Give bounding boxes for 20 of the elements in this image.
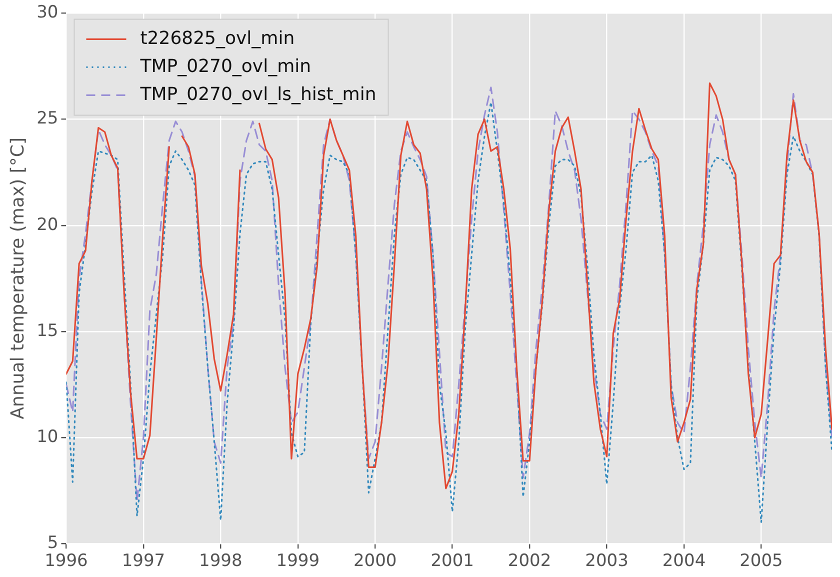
- legend-label: TMP_0270_ovl_min: [139, 56, 312, 77]
- x-tick-label: 1998: [199, 551, 242, 572]
- x-tick-label: 2005: [740, 551, 783, 572]
- x-tick-label: 1997: [122, 551, 166, 572]
- x-tick-label: 2004: [662, 551, 706, 572]
- x-tick-label: 1996: [44, 551, 88, 572]
- y-axis-title: Annual temperature (max) [°C]: [7, 138, 28, 420]
- y-tick-label: 20: [36, 214, 58, 235]
- y-tick-label: 10: [36, 426, 58, 447]
- y-tick-label: 15: [36, 320, 58, 341]
- x-tick-label: 2003: [585, 551, 628, 572]
- legend-label: t226825_ovl_min: [140, 28, 295, 49]
- legend-label: TMP_0270_ovl_ls_hist_min: [139, 84, 376, 105]
- x-tick-label: 1999: [276, 551, 320, 572]
- y-tick-label: 5: [47, 533, 58, 554]
- y-tick-label: 25: [36, 108, 58, 129]
- x-tick-label: 2000: [353, 551, 397, 572]
- y-tick-label: 30: [36, 2, 58, 23]
- x-tick-label: 2001: [430, 551, 474, 572]
- x-tick-label: 2002: [508, 551, 552, 572]
